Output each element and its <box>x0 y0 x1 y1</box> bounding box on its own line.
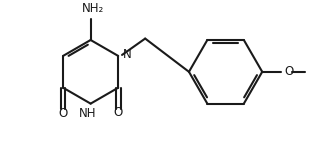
Text: NH₂: NH₂ <box>81 2 104 15</box>
Text: O: O <box>59 107 68 120</box>
Text: O: O <box>284 65 294 78</box>
Text: NH: NH <box>79 107 97 120</box>
Text: N: N <box>123 49 132 61</box>
Text: O: O <box>114 106 123 119</box>
